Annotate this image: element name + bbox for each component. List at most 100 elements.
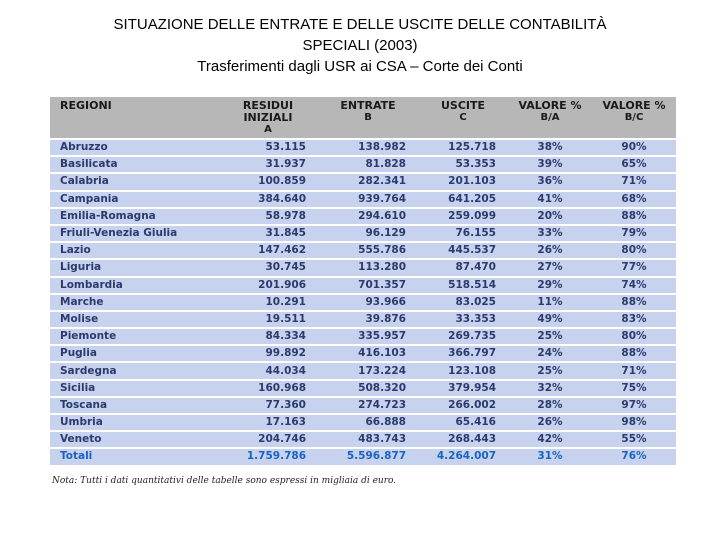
region-cell: Friuli-Venezia Giulia (50, 225, 218, 242)
column-header: USCITE C (418, 97, 508, 138)
value-cell: 1.759.786 (218, 449, 318, 465)
value-cell: 96.129 (318, 225, 418, 242)
table-row: Molise 19.511 39.876 33.353 49% 83% (50, 311, 676, 328)
value-cell: 518.514 (418, 277, 508, 293)
region-cell: Veneto (50, 432, 218, 448)
value-cell: 939.764 (318, 191, 418, 207)
value-cell: 88% (592, 208, 676, 224)
value-cell: 282.341 (318, 174, 418, 190)
value-cell: 80% (592, 243, 676, 259)
value-cell: 335.957 (318, 329, 418, 345)
region-cell: Molise (50, 311, 218, 328)
table-row: Abruzzo 53.115 138.982 125.718 38% 90% (50, 140, 676, 156)
region-cell: Calabria (50, 174, 218, 190)
slide-title: SITUAZIONE DELLE ENTRATE E DELLE USCITE … (0, 14, 720, 77)
value-cell: 10.291 (218, 294, 318, 310)
value-cell: 266.002 (418, 397, 508, 413)
footnote: Nota: Tutti i dati quantitativi delle ta… (52, 476, 397, 486)
region-cell: Basilicata (50, 157, 218, 173)
value-cell: 77% (592, 260, 676, 276)
table-row: Umbria 17.163 66.888 65.416 26% 98% (50, 415, 676, 431)
value-cell: 33% (508, 225, 592, 242)
value-cell: 201.906 (218, 277, 318, 293)
table-row: Basilicata 31.937 81.828 53.353 39% 65% (50, 157, 676, 173)
value-cell: 36% (508, 174, 592, 190)
value-cell: 98% (592, 415, 676, 431)
value-cell: 26% (508, 415, 592, 431)
value-cell: 204.746 (218, 432, 318, 448)
column-header-sub: B/A (540, 112, 560, 123)
data-table: REGIONI RESIDUI INIZIALI A ENTRATE B USCITE C V… (50, 95, 676, 467)
value-cell: 49% (508, 311, 592, 328)
value-cell: 55% (592, 432, 676, 448)
value-cell: 5.596.877 (318, 449, 418, 465)
value-cell: 83.025 (418, 294, 508, 310)
value-cell: 31.937 (218, 157, 318, 173)
value-cell: 113.280 (318, 260, 418, 276)
value-cell: 99.892 (218, 346, 318, 362)
value-cell: 97% (592, 397, 676, 413)
column-header: ENTRATE B (318, 97, 418, 138)
value-cell: 147.462 (218, 243, 318, 259)
region-cell: Umbria (50, 415, 218, 431)
value-cell: 75% (592, 380, 676, 396)
table-header-row: REGIONI RESIDUI INIZIALI A ENTRATE B USCITE C V… (50, 97, 676, 138)
region-cell: Emilia-Romagna (50, 208, 218, 224)
value-cell: 76.155 (418, 225, 508, 242)
value-cell: 173.224 (318, 363, 418, 379)
value-cell: 125.718 (418, 140, 508, 156)
value-cell: 41% (508, 191, 592, 207)
value-cell: 11% (508, 294, 592, 310)
value-cell: 44.034 (218, 363, 318, 379)
value-cell: 201.103 (418, 174, 508, 190)
value-cell: 555.786 (318, 243, 418, 259)
value-cell: 416.103 (318, 346, 418, 362)
value-cell: 87.470 (418, 260, 508, 276)
value-cell: 90% (592, 140, 676, 156)
value-cell: 66.888 (318, 415, 418, 431)
table-row: Marche 10.291 93.966 83.025 11% 88% (50, 294, 676, 310)
value-cell: 76% (592, 449, 676, 465)
value-cell: 641.205 (418, 191, 508, 207)
value-cell: 83% (592, 311, 676, 328)
value-cell: 268.443 (418, 432, 508, 448)
column-header-label: ENTRATE (340, 99, 396, 112)
value-cell: 88% (592, 346, 676, 362)
column-header-sub: C (459, 112, 467, 123)
value-cell: 19.511 (218, 311, 318, 328)
value-cell: 379.954 (418, 380, 508, 396)
value-cell: 29% (508, 277, 592, 293)
value-cell: 53.353 (418, 157, 508, 173)
value-cell: 25% (508, 329, 592, 345)
value-cell: 366.797 (418, 346, 508, 362)
table-row: Liguria 30.745 113.280 87.470 27% 77% (50, 260, 676, 276)
value-cell: 269.735 (418, 329, 508, 345)
title-line-1: SITUAZIONE DELLE ENTRATE E DELLE USCITE … (113, 16, 607, 33)
data-table-container: REGIONI RESIDUI INIZIALI A ENTRATE B USCITE C V… (50, 95, 676, 467)
value-cell: 100.859 (218, 174, 318, 190)
region-cell: Sicilia (50, 380, 218, 396)
region-cell: Campania (50, 191, 218, 207)
value-cell: 4.264.007 (418, 449, 508, 465)
table-body: Abruzzo 53.115 138.982 125.718 38% 90% Basilic… (50, 140, 676, 465)
title-line-2: SPECIALI (2003) (302, 37, 418, 54)
value-cell: 138.982 (318, 140, 418, 156)
value-cell: 384.640 (218, 191, 318, 207)
value-cell: 27% (508, 260, 592, 276)
value-cell: 38% (508, 140, 592, 156)
table-row: Toscana 77.360 274.723 266.002 28% 97% (50, 397, 676, 413)
table-row: Sicilia 160.968 508.320 379.954 32% 75% (50, 380, 676, 396)
table-row: Friuli-Venezia Giulia 31.845 96.129 76.155 3… (50, 225, 676, 242)
region-cell: Puglia (50, 346, 218, 362)
value-cell: 65% (592, 157, 676, 173)
region-cell: Lazio (50, 243, 218, 259)
value-cell: 32% (508, 380, 592, 396)
value-cell: 33.353 (418, 311, 508, 328)
value-cell: 71% (592, 174, 676, 190)
value-cell: 483.743 (318, 432, 418, 448)
value-cell: 39% (508, 157, 592, 173)
value-cell: 39.876 (318, 311, 418, 328)
table-row: Piemonte 84.334 335.957 269.735 25% 80% (50, 329, 676, 345)
value-cell: 31% (508, 449, 592, 465)
value-cell: 701.357 (318, 277, 418, 293)
